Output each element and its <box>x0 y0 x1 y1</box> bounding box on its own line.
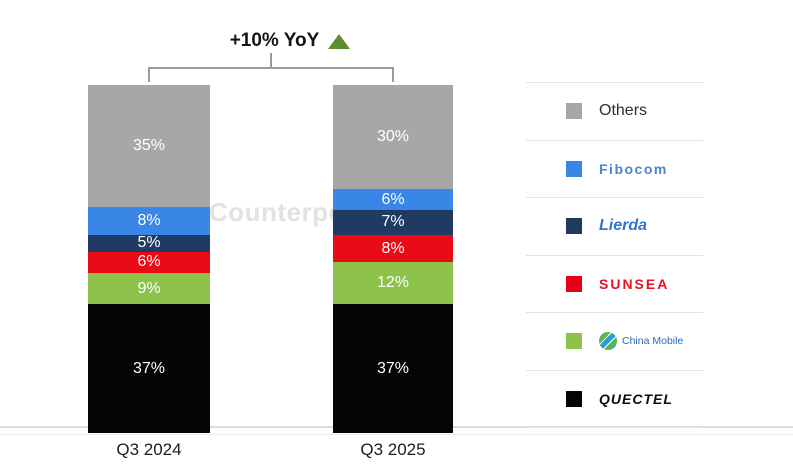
segment-value-label: 37% <box>132 359 166 377</box>
others-color-swatch <box>566 103 582 120</box>
legend-item-quectel: QUECTEL <box>526 371 703 428</box>
bar-segment-fibocom: 6% <box>333 189 453 211</box>
bracket-horizontal-line <box>148 67 394 69</box>
sunsea-color-swatch <box>566 275 582 292</box>
legend-item-sunsea: SUNSEA <box>526 256 703 313</box>
bracket-right-tick <box>392 67 394 82</box>
legend: Others Fibocom Lierda SUNSEA China Mobil… <box>526 82 703 428</box>
quectel-color-swatch <box>566 390 582 407</box>
lierda-color-swatch <box>566 218 582 235</box>
fibocom-logo: Fibocom <box>599 160 668 177</box>
bar-segment-lierda: 7% <box>333 210 453 235</box>
yoy-annotation: +10% YoY <box>185 30 395 52</box>
legend-item-lierda: Lierda <box>526 198 703 256</box>
bar-segment-sunsea: 8% <box>333 234 453 263</box>
segment-value-label: 6% <box>137 253 161 271</box>
x-axis-label-q3-2025: Q3 2025 <box>360 440 426 459</box>
stacked-bar-q3-2024: 35% 8% 5% 6% 9% 37% <box>88 85 210 433</box>
segment-value-label: 37% <box>376 359 410 377</box>
segment-value-label: 8% <box>381 239 405 257</box>
sunsea-logo: SUNSEA <box>599 275 670 292</box>
segment-value-label: 5% <box>137 234 161 252</box>
segment-value-label: 6% <box>381 190 405 208</box>
china-mobile-globe-icon <box>599 332 617 351</box>
bar-segment-china-mobile: 9% <box>88 272 210 305</box>
bar-segment-quectel: 37% <box>88 304 210 433</box>
others-label: Others <box>599 102 648 120</box>
bar-segment-sunsea: 6% <box>88 252 210 273</box>
growth-up-triangle-icon <box>328 33 351 49</box>
segment-value-label: 9% <box>137 279 161 297</box>
bar-segment-lierda: 5% <box>88 234 210 253</box>
x-axis-label-q3-2024: Q3 2024 <box>116 440 182 459</box>
legend-item-others: Others <box>526 83 703 141</box>
bar-segment-others: 30% <box>333 85 453 190</box>
fibocom-color-swatch <box>566 160 582 177</box>
china-mobile-color-swatch <box>566 333 582 350</box>
segment-value-label: 7% <box>381 213 405 231</box>
segment-value-label: 12% <box>376 274 410 292</box>
yoy-annotation-text: +10% YoY <box>229 30 320 51</box>
bar-segment-others: 35% <box>88 85 210 207</box>
segment-value-label: 30% <box>376 128 410 146</box>
bracket-center-stem <box>270 53 272 68</box>
segment-value-label: 8% <box>137 211 161 229</box>
segment-value-label: 35% <box>132 136 166 154</box>
quectel-logo: QUECTEL <box>599 390 673 407</box>
stacked-bar-q3-2025: 30% 6% 7% 8% 12% 37% <box>333 85 453 433</box>
lierda-logo: Lierda <box>599 217 648 235</box>
x-axis-line-secondary <box>0 434 793 435</box>
bar-segment-fibocom: 8% <box>88 206 210 235</box>
legend-item-fibocom: Fibocom <box>526 141 703 198</box>
legend-item-china-mobile: China Mobile <box>526 313 703 371</box>
china-mobile-label: China Mobile <box>622 335 684 348</box>
bar-segment-china-mobile: 12% <box>333 262 453 305</box>
bar-segment-quectel: 37% <box>333 304 453 433</box>
china-mobile-logo: China Mobile <box>599 332 684 351</box>
bracket-left-tick <box>148 67 150 82</box>
